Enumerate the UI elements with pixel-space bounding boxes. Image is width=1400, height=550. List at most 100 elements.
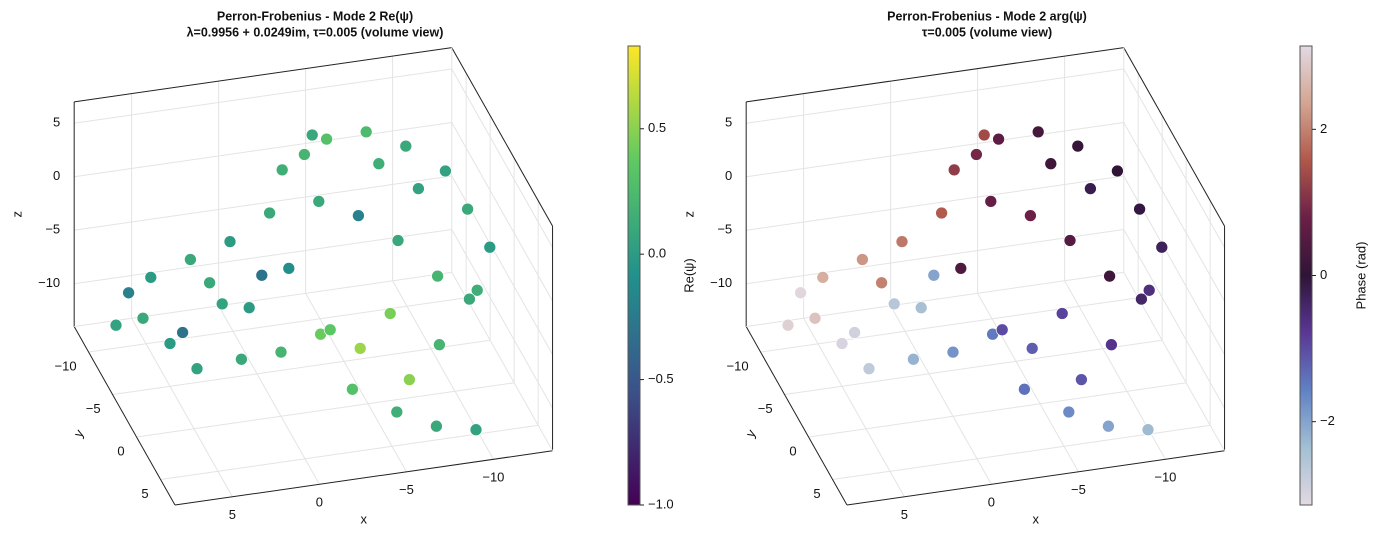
x-tick-label: 5 — [229, 507, 236, 522]
point — [862, 362, 876, 376]
chart-title: Perron-Frobenius - Mode 2 Re(ψ) — [217, 9, 413, 23]
point — [305, 128, 319, 142]
x-tick-label: −10 — [482, 470, 504, 485]
point — [144, 271, 158, 284]
x-tick-label: −10 — [1154, 470, 1176, 485]
y-tick-label: −10 — [727, 358, 749, 373]
point — [282, 262, 296, 275]
point — [1105, 338, 1118, 352]
point — [235, 352, 248, 366]
z-tick-label: −10 — [710, 275, 732, 290]
y-tick-label: −5 — [758, 401, 773, 416]
point — [403, 373, 416, 386]
axis-edge — [745, 326, 848, 506]
point — [1142, 283, 1156, 297]
point — [359, 125, 373, 139]
z-grid-line — [451, 122, 553, 302]
x-tick-label: 5 — [901, 507, 908, 522]
z-axis-label: z — [10, 211, 25, 218]
x-axis-label: x — [361, 511, 368, 526]
z-tick-label: −10 — [38, 275, 60, 290]
colorbar — [627, 45, 641, 506]
axis-edge — [451, 47, 553, 227]
y-axis-label: y — [71, 426, 87, 440]
z-grid-line — [74, 68, 452, 124]
z-tick-label: −5 — [45, 222, 60, 237]
y-grid-line — [808, 382, 1187, 438]
point — [203, 276, 216, 290]
point — [875, 276, 888, 290]
point — [992, 132, 1005, 146]
x-tick-label: −5 — [1071, 482, 1086, 497]
z-grid-line — [1123, 68, 1225, 248]
point — [383, 307, 397, 320]
point — [109, 318, 123, 332]
point — [1044, 157, 1058, 171]
point — [399, 139, 413, 153]
colorbar-tick-label: 0 — [1320, 267, 1327, 282]
z-grid-line — [451, 68, 553, 248]
axis-edge — [174, 450, 553, 506]
x-tick-label: 0 — [316, 495, 323, 510]
point — [907, 352, 920, 366]
axis-edge — [746, 47, 1124, 103]
point — [1111, 164, 1124, 178]
y-axis-label: y — [743, 426, 759, 440]
colorbar-label: Re(ψ) — [681, 258, 696, 293]
point — [163, 337, 177, 350]
point — [1018, 382, 1031, 396]
chart-subtitle: λ=0.9956 + 0.0249im, τ=0.005 (volume vie… — [187, 25, 444, 39]
y-tick-label: 0 — [789, 443, 796, 458]
y-grid-line — [760, 297, 1139, 353]
y-grid-line — [112, 339, 491, 396]
z-grid-line — [74, 122, 452, 178]
point — [1062, 405, 1076, 419]
colorbar-tick-label: 2 — [1320, 121, 1327, 136]
point — [1024, 209, 1037, 222]
colorbar-tick-label: −2 — [1320, 413, 1335, 428]
point — [412, 182, 425, 195]
point — [1071, 139, 1085, 153]
point — [914, 301, 928, 315]
colorbar-tick-label: −1.0 — [648, 496, 674, 511]
point — [255, 268, 269, 282]
axis-edge — [74, 47, 452, 103]
point — [808, 311, 822, 325]
colorbar-tick-label: −0.5 — [648, 371, 674, 386]
z-tick-label: 5 — [53, 115, 60, 130]
point — [223, 235, 237, 248]
colorbar-label: Phase (rad) — [1353, 242, 1368, 310]
point — [461, 202, 474, 216]
point — [1055, 307, 1069, 320]
point — [391, 234, 405, 247]
point — [947, 163, 961, 177]
point — [275, 163, 289, 177]
colorbar-tick-label: 0.5 — [648, 120, 666, 135]
point — [1031, 125, 1045, 139]
axis-edge — [73, 326, 176, 506]
z-grid-line — [1123, 229, 1225, 409]
point — [794, 286, 807, 300]
point — [352, 209, 365, 222]
axis-edge — [846, 450, 1225, 506]
z-grid-line — [74, 175, 452, 231]
z-grid-line — [746, 122, 1124, 178]
point — [469, 423, 483, 437]
y-tick-label: −10 — [55, 358, 77, 373]
axis-edge — [1123, 47, 1225, 227]
z-grid-line — [451, 229, 553, 409]
x-tick-label: 0 — [988, 495, 995, 510]
point — [848, 326, 861, 339]
point — [353, 342, 367, 355]
z-grid-line — [451, 175, 553, 355]
point — [1141, 423, 1155, 437]
point — [176, 326, 189, 339]
point — [835, 337, 849, 350]
y-tick-label: 5 — [813, 486, 820, 501]
z-grid-line — [74, 229, 452, 285]
point — [856, 253, 869, 266]
x-grid-line — [305, 293, 407, 473]
point — [439, 164, 452, 178]
point — [470, 283, 484, 297]
